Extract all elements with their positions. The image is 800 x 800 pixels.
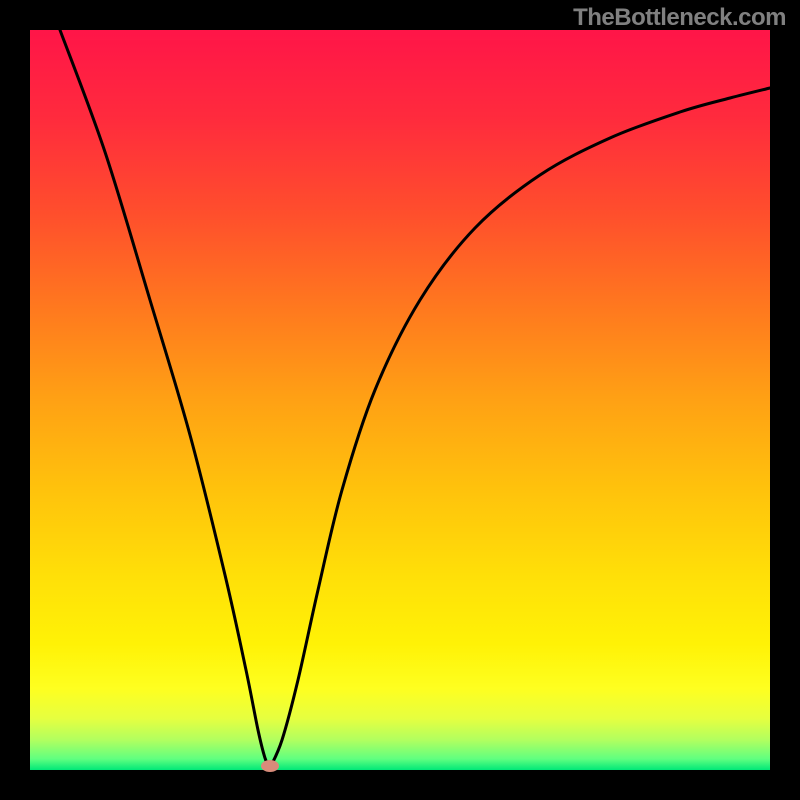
curve-svg xyxy=(30,30,770,770)
bottleneck-curve xyxy=(60,30,770,768)
plot-area xyxy=(30,30,770,770)
attribution-text: TheBottleneck.com xyxy=(573,4,786,32)
minimum-marker xyxy=(261,760,279,772)
chart-frame: TheBottleneck.com xyxy=(0,0,800,800)
